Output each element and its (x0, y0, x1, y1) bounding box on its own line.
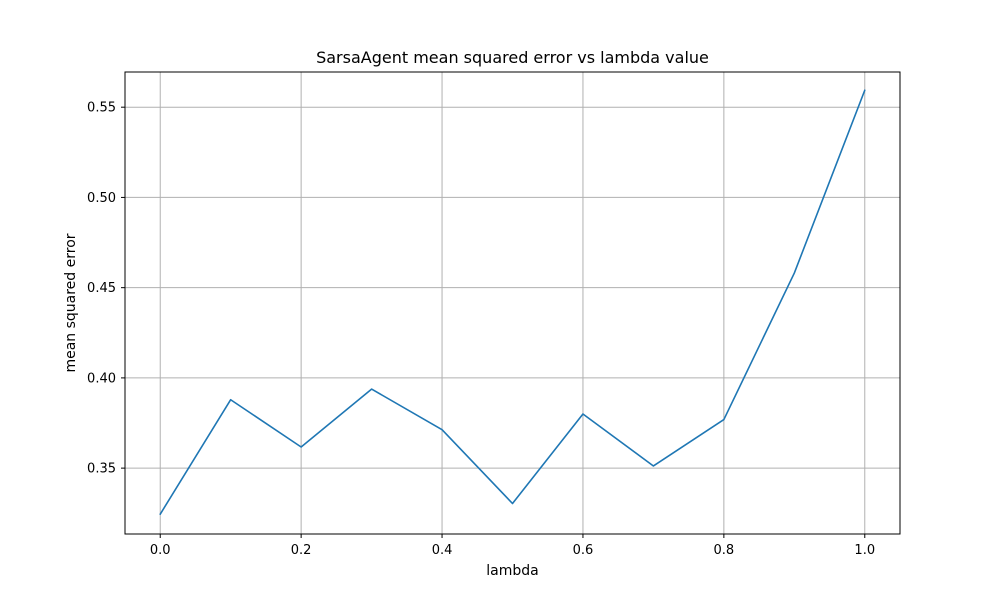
x-tick-label: 0.4 (432, 543, 453, 558)
x-axis-label: lambda (486, 563, 538, 579)
y-tick-label: 0.50 (87, 191, 116, 206)
series-layer (159, 89, 866, 515)
chart-title: SarsaAgent mean squared error vs lambda … (316, 48, 709, 67)
x-tick-label: 0.2 (291, 543, 312, 558)
series-line (159, 89, 866, 515)
x-tick-label: 0.8 (714, 543, 735, 558)
y-tick-label: 0.55 (87, 101, 116, 116)
y-tick-label: 0.35 (87, 462, 116, 477)
grid (125, 72, 900, 534)
y-tick-label: 0.40 (87, 371, 116, 386)
y-axis-label: mean squared error (63, 233, 79, 372)
ticks: 0.0 0.2 0.4 0.6 0.8 1.0 0.35 0.40 0.45 0.50 0.55 (87, 101, 875, 558)
x-tick-label: 0.0 (150, 543, 171, 558)
y-tick-label: 0.45 (87, 281, 116, 296)
plot-frame (124, 71, 901, 535)
x-tick-label: 0.6 (573, 543, 594, 558)
x-tick-label: 1.0 (854, 543, 875, 558)
